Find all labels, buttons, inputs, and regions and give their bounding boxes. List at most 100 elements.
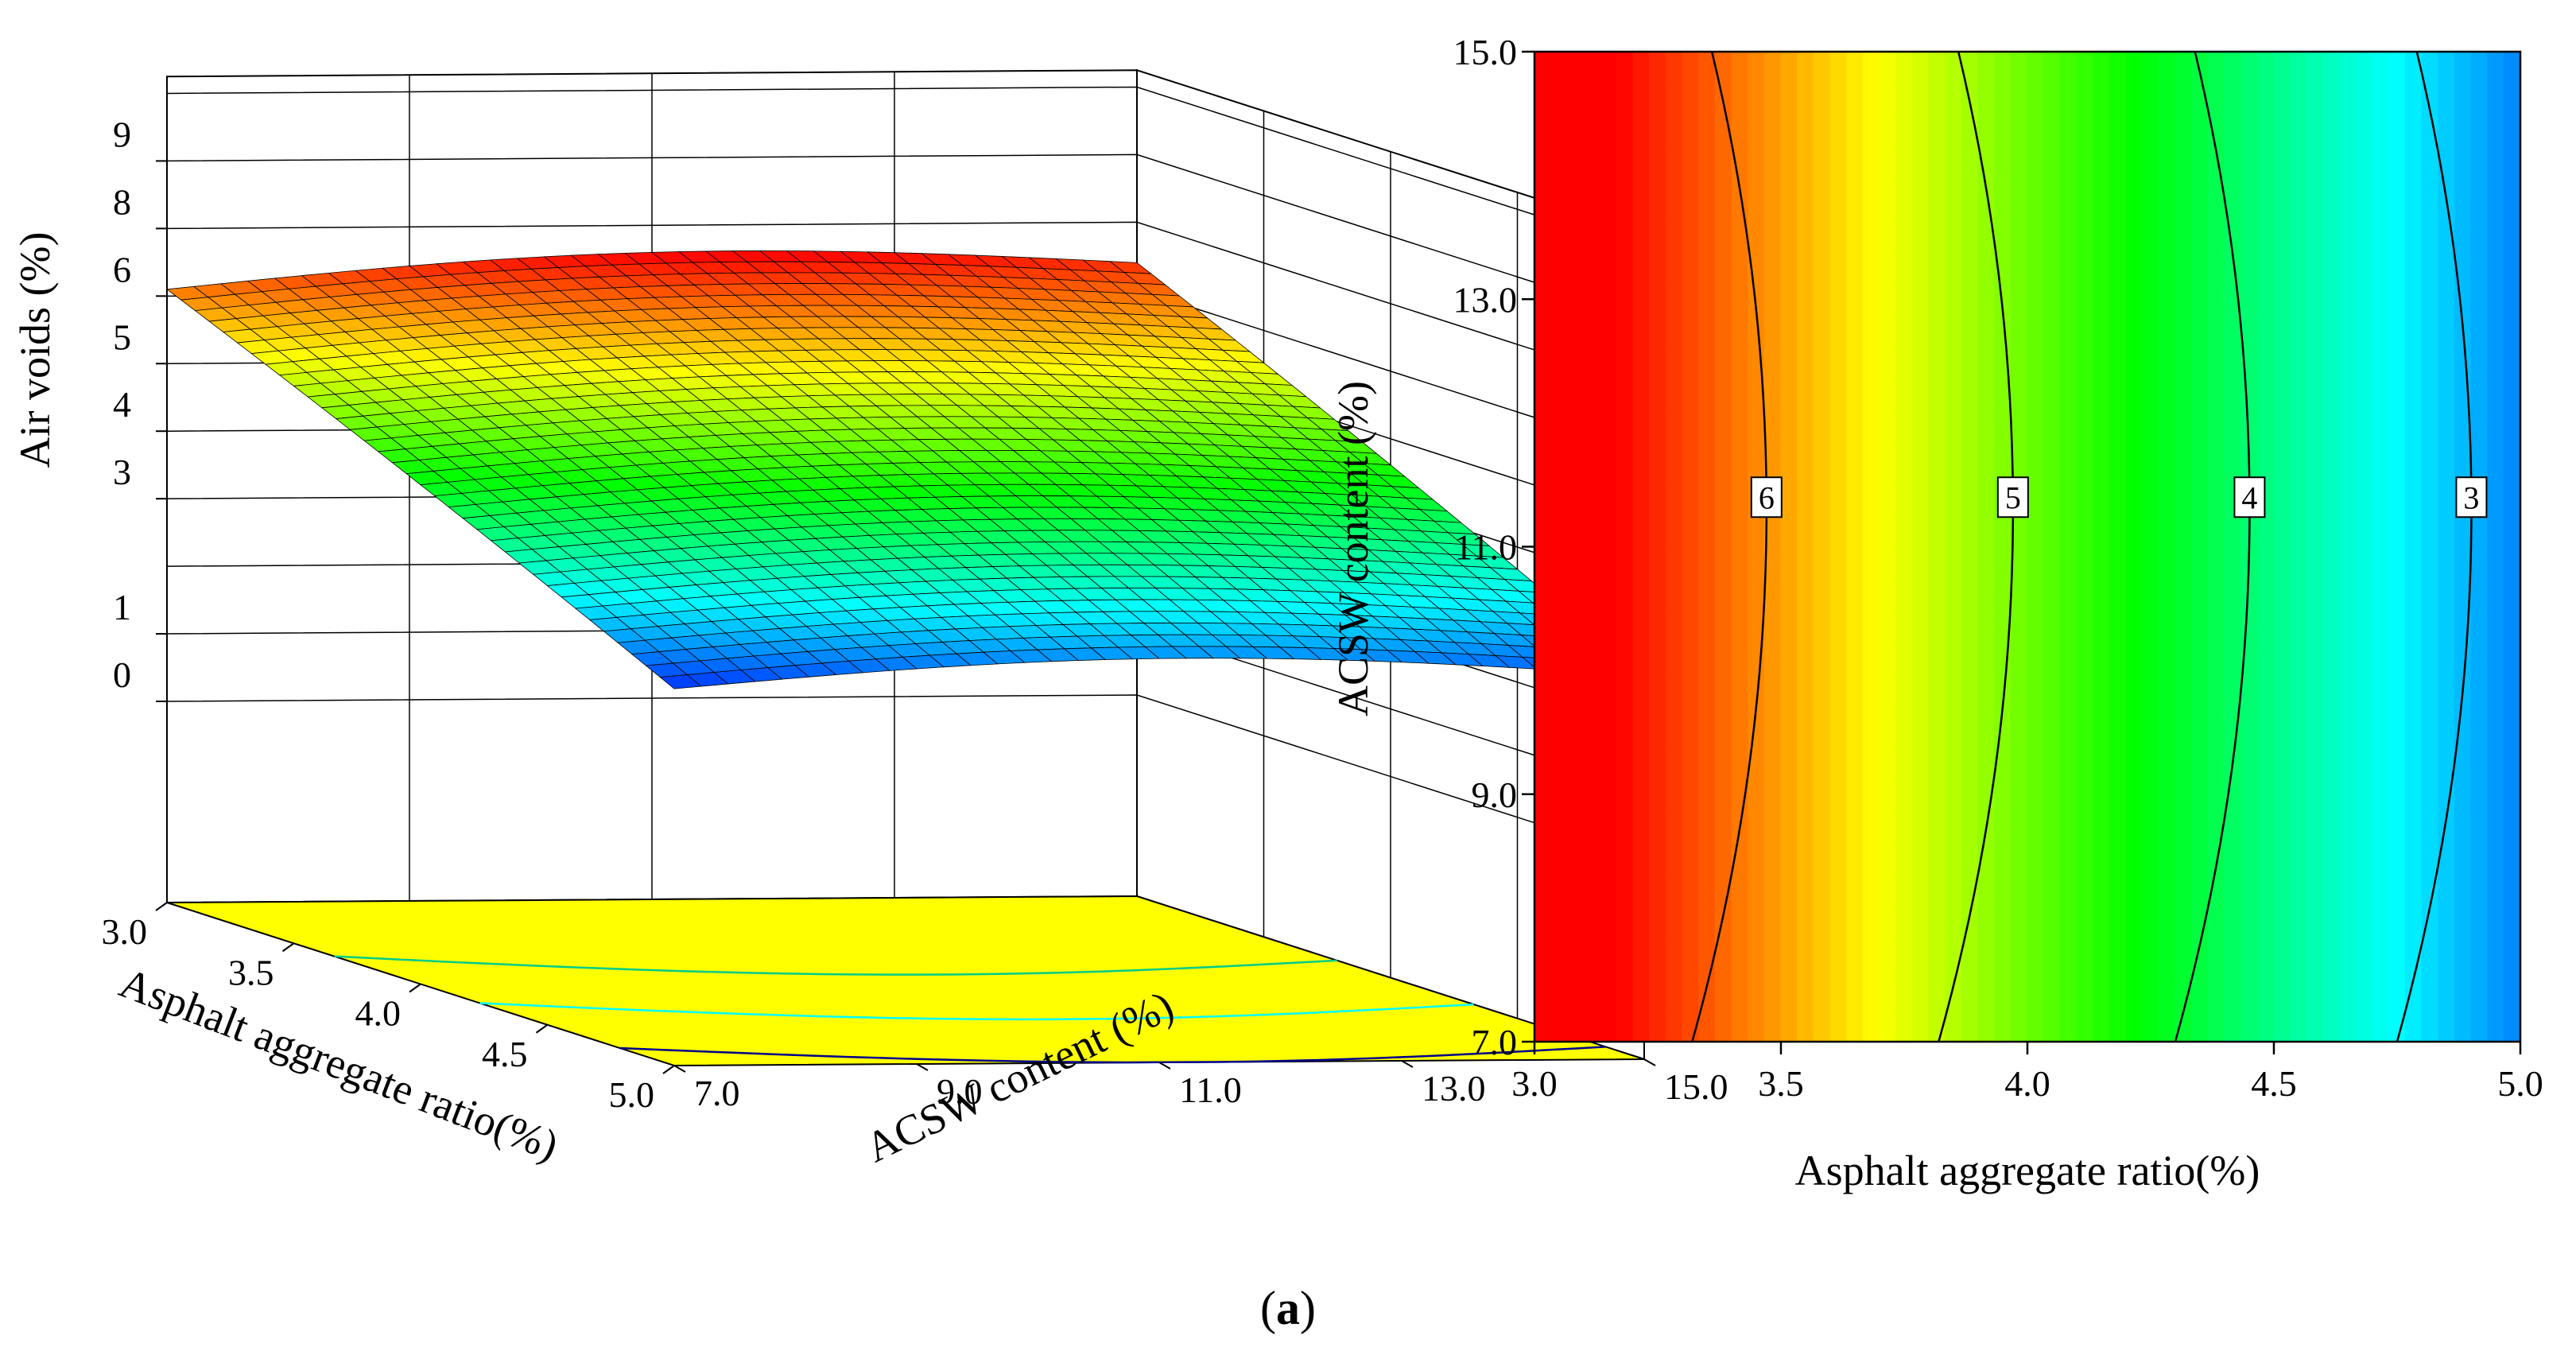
contour-cell [2158, 909, 2176, 943]
contour-cell [1813, 876, 1831, 911]
contour-cell [2076, 975, 2094, 1009]
contour-cell [2339, 744, 2357, 779]
contour-cell [1862, 183, 1880, 217]
contour-cell [2322, 777, 2341, 811]
contour-cell [1632, 150, 1651, 184]
contour-cell [2027, 414, 2045, 448]
contour-cell [1583, 942, 1601, 977]
contour-cell [1731, 52, 1749, 85]
contour-cell [2306, 777, 2324, 811]
contour-cell [2306, 942, 2324, 977]
contour-cell [1846, 480, 1864, 514]
contour-cell [2355, 876, 2373, 911]
contour-cell [2076, 777, 2094, 811]
contour-cell [1600, 612, 1617, 646]
contour-cell [1829, 480, 1848, 514]
contour-cell [2043, 513, 2061, 547]
contour-cell [1763, 414, 1782, 448]
contour-cell [2207, 315, 2225, 349]
contour-cell [2290, 744, 2307, 779]
contour-cell [1763, 1008, 1782, 1042]
contour-cell [1616, 447, 1634, 481]
contour-cell [1748, 52, 1765, 85]
contour-cell [2043, 777, 2061, 811]
contour-cell [2207, 282, 2225, 316]
contour-cell [1780, 282, 1798, 316]
surface-cell [659, 674, 702, 689]
contour-cell [1731, 447, 1749, 481]
contour-cell [2273, 513, 2291, 547]
contour-cell [2158, 777, 2176, 811]
contour-cell [2224, 249, 2242, 283]
contour-cell [2355, 711, 2373, 745]
contour-cell [2224, 546, 2242, 580]
contour-cell [2438, 909, 2455, 943]
contour-cell [2240, 216, 2258, 250]
contour-cell [2125, 315, 2143, 349]
contour-cell [1665, 546, 1683, 580]
contour-cell [2142, 282, 2159, 316]
contour-cell [1632, 942, 1651, 977]
contour-cell [1583, 447, 1601, 481]
contour-cell [1895, 975, 1913, 1009]
contour-cell [2027, 249, 2045, 283]
contour-cell [2158, 546, 2176, 580]
contour-cell [1763, 183, 1782, 217]
contour-cell [2059, 381, 2077, 415]
contour-cell [2027, 546, 2045, 580]
contour-cell [1649, 777, 1666, 811]
contour-cell [1748, 810, 1765, 845]
contour-cell [1846, 876, 1864, 911]
contour-cell [1550, 249, 1568, 283]
wall-gridline [166, 153, 1645, 319]
contour-cell [2372, 381, 2390, 415]
contour-cell [1649, 744, 1666, 779]
contour-cell [2355, 810, 2373, 845]
contour-cell [1961, 282, 1979, 316]
contour-cell [1928, 909, 1946, 943]
contour-cell [2027, 711, 2045, 745]
contour-cell [1632, 282, 1651, 316]
contour-cell [1813, 249, 1831, 283]
contour-cell [2174, 414, 2193, 448]
contour-cell [2076, 678, 2094, 713]
contour-cell [1813, 1008, 1831, 1042]
contour-cell [2224, 447, 2242, 481]
contour-cell [2339, 447, 2357, 481]
contour-cell [1550, 150, 1568, 184]
contour-cell [2109, 942, 2127, 977]
contour-cell [2076, 216, 2094, 250]
contour-cell [1763, 579, 1782, 613]
contour-cell [1583, 645, 1601, 679]
contour-cell [2487, 348, 2504, 382]
contour-cell [2142, 52, 2159, 85]
contour-cell [1994, 810, 2012, 845]
contour-cell [2010, 678, 2028, 713]
contour-cell [2372, 1008, 2390, 1042]
contour-cell [2174, 52, 2193, 85]
contour-cell [1780, 579, 1798, 613]
contour-cell [1566, 447, 1585, 481]
contour-cell [1616, 84, 1634, 118]
contour-cell [2093, 216, 2110, 250]
floor-contour-4 [479, 1002, 1474, 1021]
contour-cell [2240, 315, 2258, 349]
contour-cell [2076, 52, 2094, 85]
contour-cell [2470, 579, 2489, 613]
contour-cell [1977, 216, 1996, 250]
contour-cell [2290, 711, 2307, 745]
contour-cell [2470, 876, 2489, 911]
contour-cell [2043, 645, 2061, 679]
contour-cell [1682, 249, 1700, 283]
contour-cell [1945, 513, 1962, 547]
contour-cell [2273, 909, 2291, 943]
contour-cell [2059, 348, 2077, 382]
contour-cell [1534, 975, 1552, 1009]
contour-cell [2404, 480, 2423, 514]
contour-cell [2487, 52, 2504, 85]
contour-cell [2059, 216, 2077, 250]
contour-cell [2470, 513, 2489, 547]
contour-cell [2306, 975, 2324, 1009]
contour-cell [2256, 150, 2275, 184]
